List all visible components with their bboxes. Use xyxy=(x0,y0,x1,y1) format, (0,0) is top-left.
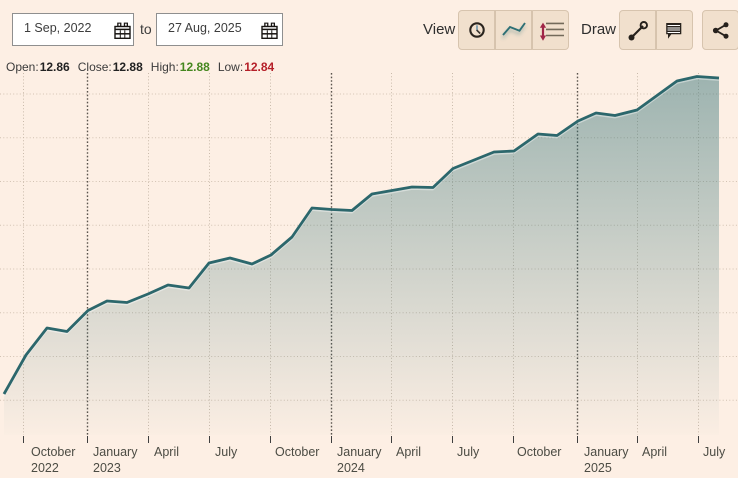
svg-text:April: April xyxy=(642,445,667,459)
svg-text:July: July xyxy=(215,445,238,459)
svg-text:April: April xyxy=(154,445,179,459)
svg-text:July: July xyxy=(703,445,726,459)
svg-text:October: October xyxy=(517,445,561,459)
svg-text:2023: 2023 xyxy=(93,461,121,475)
svg-text:July: July xyxy=(457,445,480,459)
svg-text:October: October xyxy=(275,445,319,459)
svg-text:October: October xyxy=(31,445,75,459)
svg-text:January: January xyxy=(584,445,629,459)
svg-text:January: January xyxy=(93,445,138,459)
svg-text:2024: 2024 xyxy=(337,461,365,475)
svg-text:January: January xyxy=(337,445,382,459)
svg-text:April: April xyxy=(396,445,421,459)
svg-text:2025: 2025 xyxy=(584,461,612,475)
svg-text:2022: 2022 xyxy=(31,461,59,475)
